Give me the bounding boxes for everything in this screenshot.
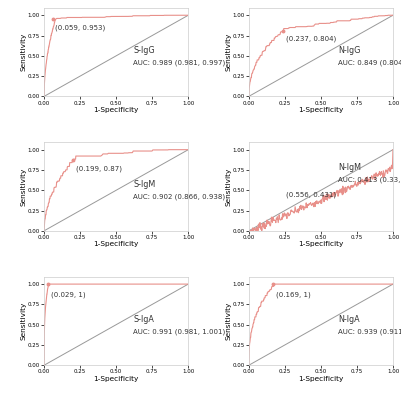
Text: (0.556, 0.431): (0.556, 0.431): [286, 192, 336, 198]
Y-axis label: Sensitivity: Sensitivity: [225, 302, 231, 340]
Text: (0.199, 0.87): (0.199, 0.87): [76, 166, 122, 172]
Text: N-IgA: N-IgA: [338, 315, 360, 324]
Text: S-IgA: S-IgA: [134, 315, 154, 324]
Text: (0.169, 1): (0.169, 1): [276, 291, 311, 298]
Text: (0.237, 0.804): (0.237, 0.804): [286, 35, 336, 42]
Y-axis label: Sensitivity: Sensitivity: [225, 33, 231, 71]
Text: S-IgG: S-IgG: [134, 46, 155, 55]
Text: N-IgM: N-IgM: [338, 163, 361, 172]
Y-axis label: Sensitivity: Sensitivity: [20, 302, 26, 340]
Text: AUC: 0.413 (0.33, 0.496): AUC: 0.413 (0.33, 0.496): [338, 176, 401, 183]
Text: AUC: 0.939 (0.911, 0.966): AUC: 0.939 (0.911, 0.966): [338, 328, 401, 335]
Text: AUC: 0.902 (0.866, 0.938): AUC: 0.902 (0.866, 0.938): [134, 194, 226, 200]
Text: S-IgM: S-IgM: [134, 180, 156, 189]
Text: N-IgG: N-IgG: [338, 46, 360, 55]
Y-axis label: Sensitivity: Sensitivity: [225, 168, 231, 206]
Y-axis label: Sensitivity: Sensitivity: [20, 33, 26, 71]
X-axis label: 1-Specificity: 1-Specificity: [93, 376, 139, 382]
X-axis label: 1-Specificity: 1-Specificity: [298, 376, 344, 382]
Text: (0.059, 0.953): (0.059, 0.953): [55, 25, 106, 31]
Text: (0.029, 1): (0.029, 1): [51, 291, 86, 298]
Text: AUC: 0.991 (0.981, 1.001): AUC: 0.991 (0.981, 1.001): [134, 328, 226, 335]
Text: AUC: 0.849 (0.804, 0.894): AUC: 0.849 (0.804, 0.894): [338, 60, 401, 66]
Y-axis label: Sensitivity: Sensitivity: [20, 168, 26, 206]
Text: AUC: 0.989 (0.981, 0.997): AUC: 0.989 (0.981, 0.997): [134, 60, 226, 66]
X-axis label: 1-Specificity: 1-Specificity: [298, 241, 344, 247]
X-axis label: 1-Specificity: 1-Specificity: [93, 241, 139, 247]
X-axis label: 1-Specificity: 1-Specificity: [298, 107, 344, 113]
X-axis label: 1-Specificity: 1-Specificity: [93, 107, 139, 113]
